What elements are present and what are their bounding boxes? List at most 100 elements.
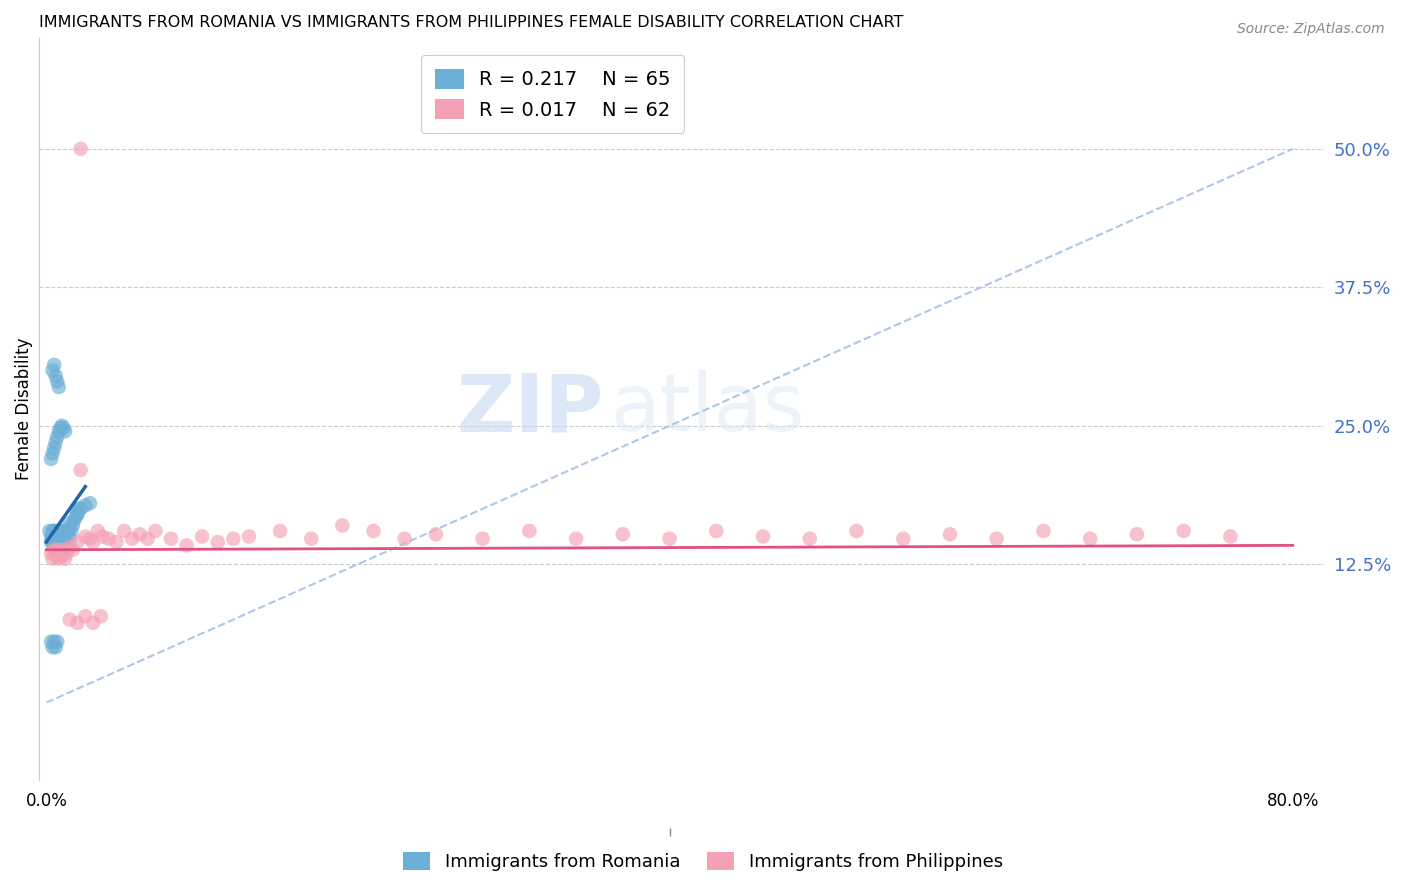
Point <box>145 524 167 538</box>
Point <box>53 425 76 439</box>
Point <box>60 524 83 538</box>
Point <box>52 421 75 435</box>
Point <box>45 541 67 555</box>
Point <box>48 532 70 546</box>
Point <box>44 358 66 372</box>
Point <box>222 532 245 546</box>
Text: ZIP: ZIP <box>457 370 605 448</box>
Point <box>299 532 322 546</box>
Point <box>136 532 159 546</box>
Point <box>46 634 69 648</box>
Point <box>48 551 70 566</box>
Point <box>45 435 67 450</box>
Point <box>939 527 962 541</box>
Point <box>48 541 70 555</box>
Point <box>66 535 89 549</box>
Point <box>1126 527 1149 541</box>
Point <box>517 524 540 538</box>
Point <box>97 532 120 546</box>
Point <box>1219 529 1241 543</box>
Point <box>41 535 63 549</box>
Point <box>704 524 727 538</box>
Point <box>49 421 72 435</box>
Point <box>69 501 91 516</box>
Point <box>207 535 229 549</box>
Point <box>46 542 69 557</box>
Point <box>79 532 101 546</box>
Text: atlas: atlas <box>610 370 804 448</box>
Point <box>44 634 66 648</box>
Point <box>176 538 198 552</box>
Point <box>75 499 97 513</box>
Point <box>59 521 82 535</box>
Point <box>66 505 89 519</box>
Point <box>891 532 914 546</box>
Point <box>69 463 91 477</box>
Point <box>91 529 114 543</box>
Point <box>46 375 69 389</box>
Point <box>39 546 62 560</box>
Point <box>55 532 77 546</box>
Point <box>41 446 63 460</box>
Point <box>59 613 82 627</box>
Point <box>799 532 821 546</box>
Y-axis label: Female Disability: Female Disability <box>15 338 32 481</box>
Point <box>425 527 447 541</box>
Point <box>62 542 84 557</box>
Point <box>160 532 183 546</box>
Point <box>59 516 82 531</box>
Point <box>1173 524 1195 538</box>
Point <box>363 524 385 538</box>
Point <box>39 535 62 549</box>
Point <box>565 532 588 546</box>
Point <box>845 524 868 538</box>
Point <box>44 535 66 549</box>
Point <box>612 527 634 541</box>
Point <box>66 615 89 630</box>
Point <box>44 529 66 543</box>
Point <box>46 529 69 543</box>
Point <box>44 524 66 538</box>
Text: IMMIGRANTS FROM ROMANIA VS IMMIGRANTS FROM PHILIPPINES FEMALE DISABILITY CORRELA: IMMIGRANTS FROM ROMANIA VS IMMIGRANTS FR… <box>38 15 903 30</box>
Point <box>66 508 89 522</box>
Point <box>121 532 143 546</box>
Point <box>53 551 76 566</box>
Point <box>63 513 86 527</box>
Legend: Immigrants from Romania, Immigrants from Philippines: Immigrants from Romania, Immigrants from… <box>396 845 1010 879</box>
Point <box>752 529 775 543</box>
Point <box>52 542 75 557</box>
Legend: R = 0.217    N = 65, R = 0.017    N = 62: R = 0.217 N = 65, R = 0.017 N = 62 <box>420 55 685 133</box>
Point <box>41 524 63 538</box>
Point <box>49 529 72 543</box>
Point <box>48 380 70 394</box>
Point <box>75 609 97 624</box>
Point <box>46 430 69 444</box>
Point <box>191 529 214 543</box>
Point <box>45 368 67 383</box>
Point <box>41 551 63 566</box>
Point <box>332 518 354 533</box>
Point <box>39 634 62 648</box>
Point <box>59 541 82 555</box>
Point <box>90 609 112 624</box>
Point <box>41 529 63 543</box>
Point <box>238 529 260 543</box>
Point <box>53 532 76 546</box>
Point <box>49 546 72 560</box>
Point <box>1032 524 1054 538</box>
Point <box>45 524 67 538</box>
Point <box>49 538 72 552</box>
Point <box>51 532 73 546</box>
Point <box>45 529 67 543</box>
Point <box>67 501 90 516</box>
Point <box>62 518 84 533</box>
Point <box>394 532 416 546</box>
Point <box>46 535 69 549</box>
Text: Source: ZipAtlas.com: Source: ZipAtlas.com <box>1237 22 1385 37</box>
Point <box>658 532 681 546</box>
Point <box>51 524 73 538</box>
Point <box>55 546 77 560</box>
Point <box>59 532 82 546</box>
Point <box>44 541 66 555</box>
Point <box>79 496 101 510</box>
